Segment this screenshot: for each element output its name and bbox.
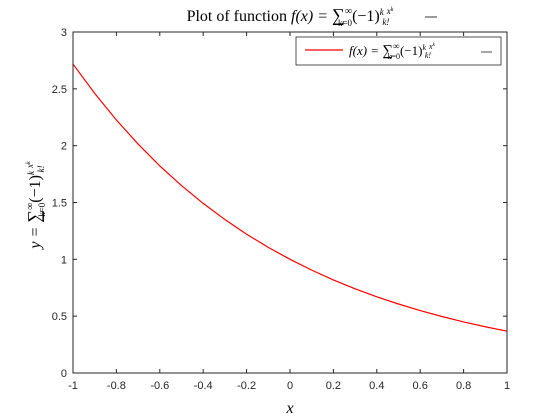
title-frac-den: k! <box>382 17 389 27</box>
ylabel-term: (−1) <box>27 175 44 203</box>
y-tick-label: 0.5 <box>52 311 67 323</box>
legend-sum-lower: k=0 <box>387 52 400 61</box>
ylabel-sum-upper: ∞ <box>25 203 36 210</box>
plot-area <box>73 32 507 373</box>
legend-sum-upper: ∞ <box>393 41 399 51</box>
y-tick-label: 2.5 <box>52 84 67 96</box>
ylabel-sum-lower: k=0 <box>37 202 47 217</box>
legend-term: (−1) <box>400 43 423 58</box>
title-sum-upper: ∞ <box>345 6 352 17</box>
x-tick-label: -0.8 <box>107 380 126 392</box>
y-tick-label: 0 <box>61 368 67 380</box>
x-tick-label: 1 <box>504 380 510 392</box>
x-tick-label: 0.2 <box>326 380 341 392</box>
series-layer <box>72 63 508 332</box>
legend-fx: f(x) = <box>349 43 382 58</box>
ylabel-frac-den: k! <box>36 165 46 172</box>
x-tick-label: 0.6 <box>413 380 428 392</box>
y-tick-label: 3 <box>61 27 67 39</box>
axes-box <box>72 31 508 374</box>
title-term: (−1) <box>352 8 380 25</box>
title-sum-lower: k=0 <box>338 18 353 28</box>
x-tick-label: 0.4 <box>369 380 384 392</box>
ylabel-frac-num: x <box>25 164 35 169</box>
ylabel-sum: ∑ <box>24 210 44 223</box>
title-sum: ∑ <box>332 5 345 25</box>
series-line-0 <box>72 63 508 332</box>
title-prefix: Plot of function <box>187 8 291 25</box>
title-fx: f(x) = <box>291 8 332 25</box>
legend-box <box>295 36 502 66</box>
legend: f(x) = ∑∞ k=0(−1)k xk k! <box>295 36 502 66</box>
ylabel-term-exp: k <box>26 170 36 175</box>
ylabel-frac-num-exp: k <box>26 161 32 164</box>
svg-text:y = ∑∞k=0(−1)kxkk!: y = ∑∞k=0(−1)kxkk! <box>24 161 47 251</box>
x-tick-label: 0 <box>287 380 293 392</box>
y-tick-label: 1.5 <box>52 198 67 210</box>
legend-frac-num: x <box>428 42 433 51</box>
tick-labels: -1 -0.8 -0.6 -0.4 -0.2 0 0.2 0.4 0.6 0.8 1 0 0.5 1 1.5… <box>52 27 510 392</box>
x-axis-label: x <box>285 400 293 417</box>
x-tick-label: 0.8 <box>456 380 471 392</box>
y-tick-label: 1 <box>61 254 67 266</box>
y-axis-label: y = ∑∞k=0(−1)kxkk! <box>24 161 47 251</box>
legend-term-exp: k <box>422 43 426 52</box>
legend-frac-num-exp: k <box>433 43 436 48</box>
x-tick-label: -1 <box>68 380 78 392</box>
ylabel-lhs: y = <box>27 223 44 251</box>
legend-sum: ∑ <box>382 43 393 59</box>
title-frac-num: x <box>386 6 391 16</box>
legend-label: f(x) = ∑∞ k=0(−1)k xk k! <box>349 41 436 61</box>
x-tick-label: -0.6 <box>150 380 169 392</box>
y-tick-label: 2 <box>61 141 67 153</box>
legend-frac-den: k! <box>425 51 432 60</box>
title-frac-num-exp: k <box>391 7 394 13</box>
x-tick-label: -0.4 <box>194 380 213 392</box>
title-term-exp: k <box>380 7 385 17</box>
chart-title: Plot of function f(x) = ∑∞ k=0(−1)k xk k! <box>187 5 394 28</box>
x-tick-label: -0.2 <box>237 380 256 392</box>
